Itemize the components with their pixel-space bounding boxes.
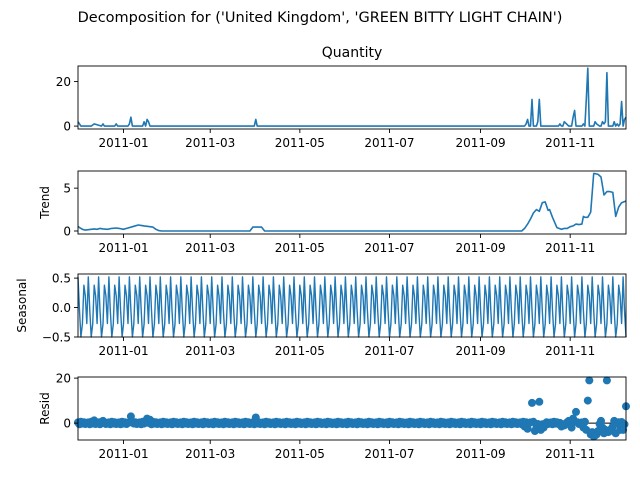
resid-plot-area: [74, 376, 630, 441]
resid-point: [535, 397, 544, 406]
resid-xtick-label: 2011-09: [455, 447, 505, 461]
quantity-xtick-label: 2011-11: [545, 136, 595, 150]
seasonal-plot-area: [77, 276, 627, 338]
trend-frame: [77, 170, 627, 235]
resid-point: [583, 396, 592, 405]
quantity-xtick-label: 2011-01: [98, 136, 148, 150]
trend-xtick-label: 2011-07: [364, 241, 414, 255]
resid-point: [602, 376, 611, 385]
quantity-frame: [77, 65, 627, 130]
seasonal-ytick-label: 0.5: [52, 272, 71, 286]
resid-ytick-label: 20: [56, 372, 71, 386]
resid-ylabel: Resid: [38, 392, 52, 424]
quantity-ytick-label: 20: [56, 75, 71, 89]
seasonal-frame: [77, 273, 627, 338]
trend-ylabel: Trend: [38, 186, 52, 220]
seasonal-xtick-label: 2011-09: [455, 344, 505, 358]
resid-xtick-label: 2011-01: [98, 447, 148, 461]
trend-xtick-label: 2011-03: [185, 241, 235, 255]
trend-ytick-label: 5: [63, 182, 71, 196]
resid-point: [585, 376, 594, 385]
quantity-xtick-label: 2011-05: [275, 136, 325, 150]
trend-xtick-label: 2011-05: [275, 241, 325, 255]
seasonal-xtick-label: 2011-05: [275, 344, 325, 358]
seasonal-panel: Seasonal −0.5 0.0 0.5 2011-01 2011-03 2011-05 2…: [15, 272, 627, 358]
seasonal-xtick-label: 2011-07: [364, 344, 414, 358]
resid-point: [572, 407, 580, 416]
trend-series-line: [77, 172, 627, 232]
resid-point: [580, 417, 589, 426]
quantity-plot-area: [77, 67, 627, 127]
quantity-title: Quantity: [322, 45, 383, 61]
resid-point: [620, 420, 629, 429]
quantity-xtick-label: 2011-03: [185, 136, 235, 150]
trend-ytick-label: 0: [63, 225, 71, 239]
resid-point: [528, 398, 536, 407]
figure-suptitle: Decomposition for ('United Kingdom', 'GR…: [78, 10, 563, 26]
trend-xtick-label: 2011-01: [98, 241, 148, 255]
trend-xtick-label: 2011-11: [545, 241, 595, 255]
resid-frame: [77, 376, 627, 441]
trend-plot-area: [77, 172, 627, 232]
seasonal-xtick-label: 2011-01: [98, 344, 148, 358]
resid-xtick-label: 2011-11: [545, 447, 595, 461]
resid-xtick-label: 2011-05: [275, 447, 325, 461]
seasonal-xtick-label: 2011-03: [185, 344, 235, 358]
quantity-panel: Quantity 0 20 2011-01 2011-03 2011-05 2011-07 2…: [56, 45, 627, 150]
seasonal-ytick-label: 0.0: [52, 301, 71, 315]
seasonal-ytick-label: −0.5: [42, 331, 71, 345]
resid-ytick-label: 0: [63, 417, 71, 431]
quantity-ytick-label: 0: [63, 120, 71, 134]
resid-point: [597, 416, 605, 425]
quantity-xtick-label: 2011-07: [364, 136, 414, 150]
quantity-series-line: [77, 67, 627, 127]
seasonal-series-line: [77, 276, 627, 338]
resid-xtick-label: 2011-03: [185, 447, 235, 461]
trend-panel: Trend 0 5 2011-01 2011-03 2011-05 2011-07 2011-…: [38, 170, 627, 255]
resid-xtick-label: 2011-07: [364, 447, 414, 461]
seasonal-ylabel: Seasonal: [15, 278, 29, 332]
trend-xtick-label: 2011-09: [455, 241, 505, 255]
resid-panel: Resid 0 20 2011-01 2011-03 2011-05 2011-07 2011…: [38, 372, 630, 461]
seasonal-xtick-label: 2011-11: [545, 344, 595, 358]
quantity-xtick-label: 2011-09: [455, 136, 505, 150]
